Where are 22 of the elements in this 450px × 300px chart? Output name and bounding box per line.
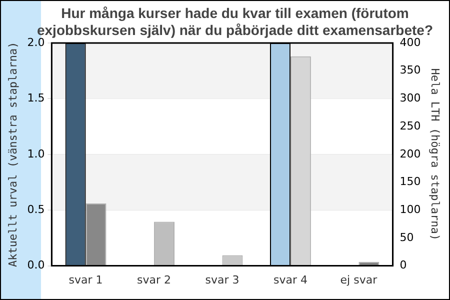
y2-axis-title: Hela LTH (högra staplarna)	[428, 68, 442, 240]
x-tick-label: ej svar	[340, 273, 378, 286]
y2-tick-label: 300	[400, 92, 421, 105]
y2-tick-label: 100	[400, 202, 421, 216]
y-tick-label: 0.5	[27, 202, 45, 216]
chart-title: Hur många kurser hade du kvar till examen (förutom exjobbskursen själv) när du påbörjade ditt examensarbete?	[36, 5, 434, 38]
y2-tick-label: 150	[400, 175, 421, 188]
y2-tick-label: 200	[400, 147, 421, 160]
y-tick-label: 1.0	[27, 147, 45, 160]
y2-tick-label: 50	[400, 230, 414, 244]
y2-tick-label: 400	[400, 36, 421, 49]
y-axis-title: Aktuellt urval (vänstra staplarna)	[6, 42, 20, 267]
y-tick-label: 1.5	[27, 92, 45, 105]
y2-tick-label: 350	[400, 64, 421, 77]
x-tick-label: svar 4	[273, 273, 308, 286]
y-tick-label: 0.0	[27, 258, 45, 272]
x-tick-label: svar 2	[137, 273, 172, 286]
x-tick-label: svar 1	[68, 273, 103, 286]
y2-tick-label: 0	[400, 258, 407, 272]
x-tick-label: svar 3	[205, 273, 240, 286]
y-tick-label: 2.0	[27, 36, 45, 49]
y2-tick-label: 250	[400, 119, 421, 132]
